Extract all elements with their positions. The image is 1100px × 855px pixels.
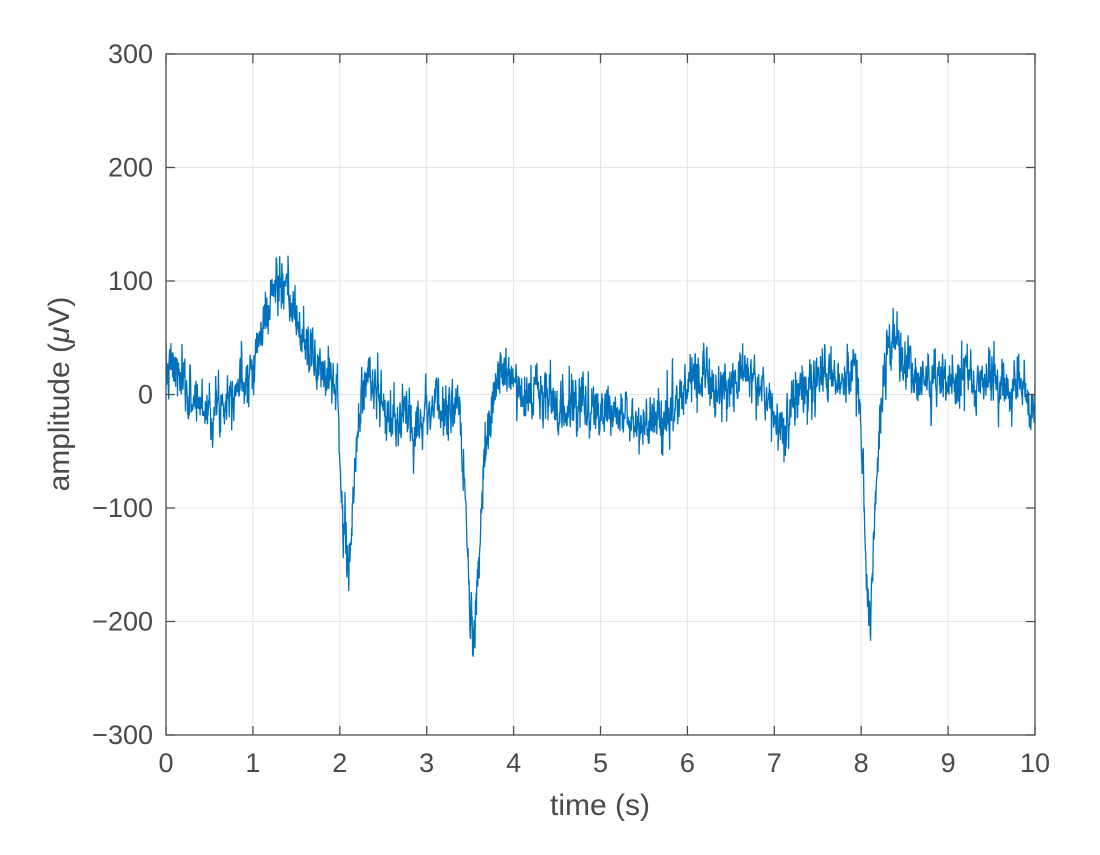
x-tick-label: 4	[506, 748, 521, 778]
x-tick-label: 0	[158, 748, 173, 778]
y-tick-label: 100	[108, 266, 153, 296]
y-axis-label-post: V)	[43, 296, 76, 327]
tick-marks	[165, 53, 1036, 736]
signal-trace	[166, 255, 1035, 657]
x-tick-label: 1	[245, 748, 260, 778]
x-tick-label: 2	[332, 748, 347, 778]
y-tick-labels: −300 −200 −100 0 100 200 300	[92, 39, 153, 750]
x-tick-label: 8	[854, 748, 869, 778]
x-axis-label: time (s)	[550, 789, 650, 822]
y-tick-label: 0	[138, 380, 153, 410]
y-tick-label: −200	[92, 607, 153, 637]
x-tick-label: 10	[1020, 748, 1050, 778]
y-axis-label-mu: μ	[43, 326, 76, 344]
y-axis-label-pre: amplitude (	[43, 343, 76, 492]
x-tick-labels: 0 1 2 3 4 5 6 7 8 9 10	[158, 748, 1050, 778]
x-tick-label: 5	[593, 748, 608, 778]
y-tick-label: 200	[108, 153, 153, 183]
y-tick-label: −300	[92, 720, 153, 750]
x-tick-label: 9	[941, 748, 956, 778]
y-axis-label: amplitude (μV)	[43, 297, 77, 492]
y-tick-label: −100	[92, 493, 153, 523]
y-tick-label: 300	[108, 39, 153, 69]
x-tick-label: 6	[680, 748, 695, 778]
x-tick-label: 7	[767, 748, 782, 778]
x-tick-label: 3	[419, 748, 434, 778]
